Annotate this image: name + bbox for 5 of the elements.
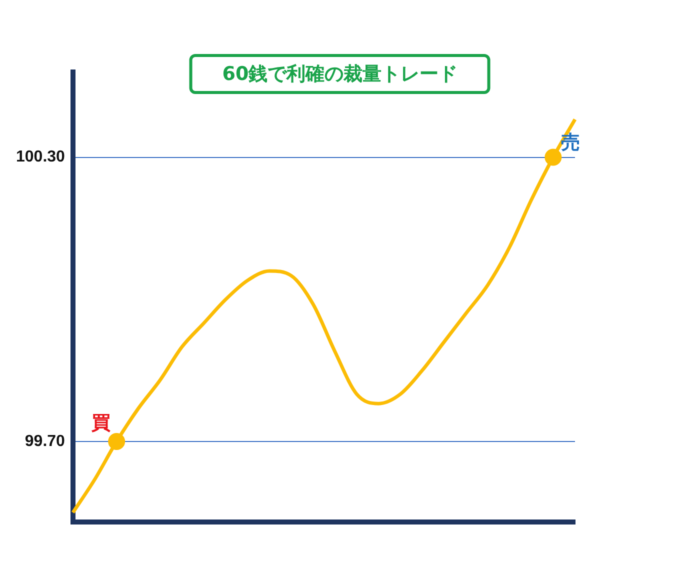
chart-title: 60銭で利確の裁量トレード bbox=[189, 54, 491, 94]
annotation: 売 bbox=[561, 132, 580, 154]
annotation: 買 bbox=[90, 412, 111, 434]
y-tick-label: 99.70 bbox=[24, 432, 66, 450]
y-tick-label: 100.30 bbox=[16, 148, 66, 166]
